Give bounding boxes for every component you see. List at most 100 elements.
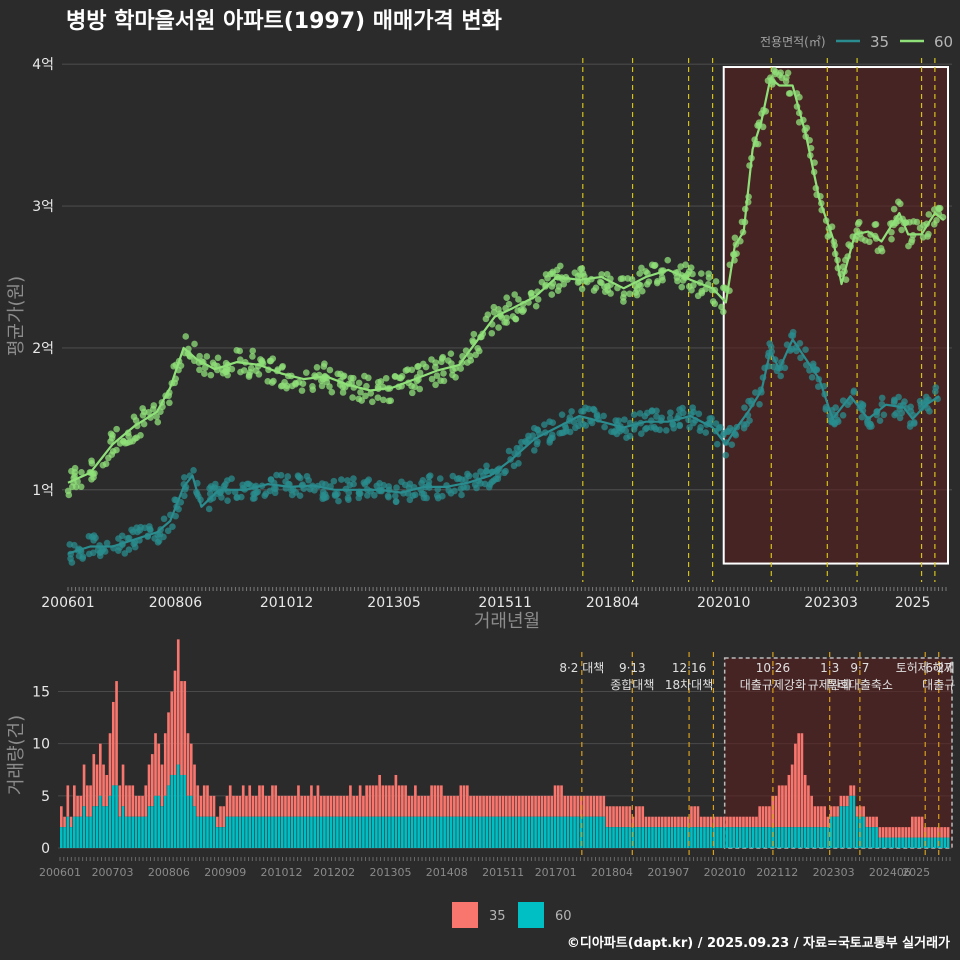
data-point — [532, 302, 540, 310]
data-point — [541, 421, 548, 429]
data-point — [71, 541, 78, 549]
bar-60 — [777, 827, 781, 848]
data-point — [845, 241, 852, 248]
policy-label: 규제완화 — [808, 678, 852, 692]
data-point — [733, 250, 740, 257]
bar-60 — [505, 816, 508, 848]
data-point — [140, 420, 148, 428]
bar-60 — [124, 816, 128, 848]
bar-60 — [751, 827, 755, 848]
bar-60 — [712, 827, 716, 848]
data-point — [125, 432, 132, 440]
bar-60 — [781, 827, 784, 848]
data-point — [698, 287, 706, 295]
data-point — [385, 397, 393, 405]
bar-60 — [355, 816, 359, 848]
bar-35 — [654, 816, 658, 828]
bar-35 — [414, 785, 417, 817]
bar-35 — [647, 816, 651, 828]
bar-60 — [729, 827, 732, 848]
data-point — [288, 486, 295, 494]
data-point — [355, 379, 363, 387]
bar-60 — [878, 837, 882, 848]
bar-60 — [914, 837, 917, 848]
bar-35 — [758, 806, 762, 828]
data-point — [667, 409, 674, 416]
data-point — [96, 552, 104, 560]
bar-35 — [560, 785, 563, 817]
data-point — [181, 492, 188, 500]
data-point — [932, 388, 939, 395]
bar-35 — [482, 795, 485, 817]
bar-60 — [482, 816, 485, 848]
policy-label: 특례대출축소 — [827, 678, 893, 692]
policy-label: 9·13 — [619, 661, 646, 675]
bar-60 — [644, 827, 648, 848]
data-point — [898, 226, 905, 234]
bar-60 — [235, 816, 239, 848]
data-point — [572, 424, 579, 432]
data-point — [460, 483, 467, 491]
bar-60 — [303, 816, 307, 848]
bar-35 — [888, 827, 891, 838]
data-point — [670, 424, 678, 432]
data-point — [525, 436, 532, 443]
data-point — [191, 340, 198, 348]
bar-35 — [842, 795, 846, 807]
bar-60 — [245, 816, 248, 848]
bar-y-tick-label: 10 — [32, 737, 50, 753]
bar-35 — [436, 785, 440, 817]
bar-35 — [105, 774, 109, 807]
bar-60 — [66, 816, 70, 848]
bar-x-tick-label: 200601 — [39, 866, 81, 879]
y-tick-label: 1억 — [32, 483, 54, 499]
data-point — [380, 396, 387, 404]
bar-35 — [768, 806, 771, 828]
data-point — [332, 492, 340, 499]
data-point — [643, 409, 651, 417]
bar-35 — [911, 816, 914, 838]
bar-35 — [514, 795, 518, 817]
bar-35 — [280, 795, 284, 817]
data-point — [358, 397, 365, 404]
data-point — [866, 238, 873, 246]
bar-60 — [280, 816, 284, 848]
data-point — [363, 382, 370, 390]
bar-60 — [511, 816, 515, 848]
bar-35 — [748, 816, 752, 828]
bar-35 — [530, 795, 534, 817]
data-point — [531, 447, 538, 454]
bar-35 — [592, 795, 596, 817]
bar-35 — [189, 743, 193, 796]
data-point — [146, 523, 153, 530]
bar-35 — [586, 795, 589, 817]
bar-60 — [573, 816, 576, 848]
bar-60 — [543, 816, 547, 848]
data-point — [473, 484, 480, 492]
bar-35 — [946, 827, 950, 838]
bar-60 — [670, 827, 674, 848]
bar-60 — [436, 816, 440, 848]
bar-35 — [449, 795, 453, 817]
data-point — [898, 409, 906, 417]
data-point — [249, 347, 257, 355]
bar-35 — [794, 743, 797, 828]
bar-35 — [878, 827, 882, 838]
data-point — [303, 472, 311, 480]
bar-35 — [569, 795, 573, 817]
data-point — [109, 448, 117, 455]
data-point — [339, 389, 347, 396]
bar-35 — [375, 785, 378, 817]
data-point — [249, 353, 256, 360]
bar-35 — [115, 681, 118, 786]
data-point — [528, 289, 535, 297]
bar-60 — [621, 827, 625, 848]
bar-35 — [66, 785, 70, 817]
bar-35 — [771, 795, 774, 828]
bar-60 — [680, 827, 684, 848]
bar-60 — [368, 816, 372, 848]
bar-60 — [683, 827, 687, 848]
data-point — [558, 411, 566, 418]
bar-60 — [206, 816, 209, 848]
bar-35 — [336, 795, 339, 817]
